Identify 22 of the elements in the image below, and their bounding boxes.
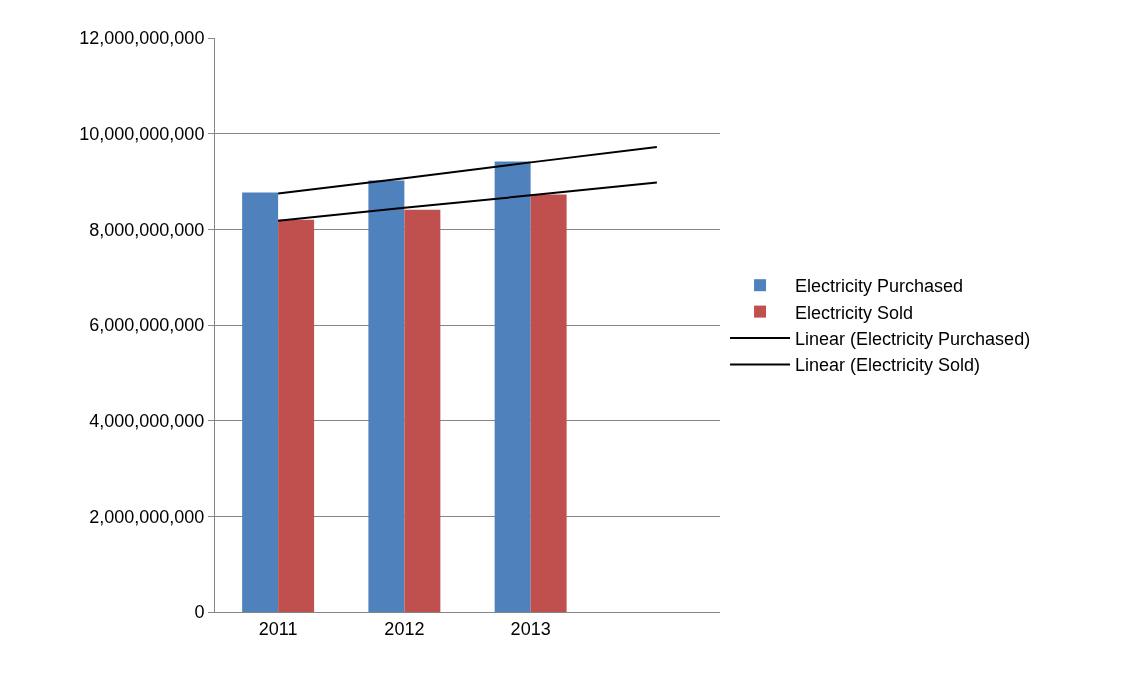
x-tick-label: 2013 [510, 618, 551, 639]
y-tick-label: 2,000,000,000 [89, 506, 205, 527]
legend-label: Electricity Purchased [795, 276, 964, 297]
line-series [277, 146, 658, 195]
bar [404, 209, 441, 612]
y-tick-label: 0 [194, 602, 205, 623]
y-tick-label: 12,000,000,000 [79, 28, 205, 49]
y-tick-label: 4,000,000,000 [89, 410, 205, 431]
legend-label: Linear (Electricity Sold) [795, 355, 981, 376]
x-tick-label: 2012 [384, 618, 425, 639]
bar [368, 180, 405, 612]
bar [494, 161, 531, 612]
legend-label: Linear (Electricity Purchased) [795, 329, 1031, 350]
legend-label: Electricity Sold [795, 302, 914, 323]
y-tick-label: 10,000,000,000 [79, 123, 205, 144]
y-tick-label: 6,000,000,000 [89, 315, 205, 336]
bar [530, 194, 567, 612]
line-series [277, 181, 658, 222]
x-tick-label: 2011 [258, 618, 298, 639]
bar [278, 219, 315, 612]
y-tick-label: 8,000,000,000 [89, 219, 205, 240]
bar [242, 192, 279, 612]
